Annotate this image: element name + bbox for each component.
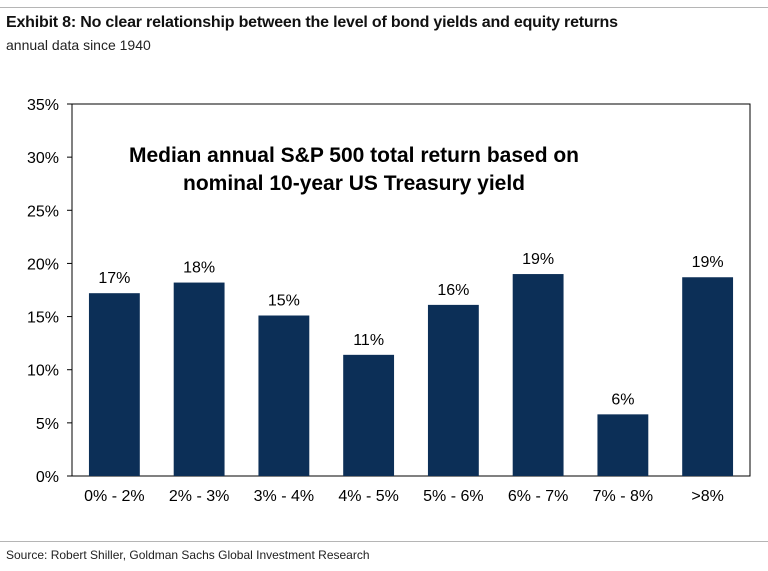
bar	[512, 274, 564, 476]
data-label: 6%	[611, 391, 634, 408]
bar	[88, 293, 140, 476]
x-tick-label: 6% - 7%	[508, 488, 568, 505]
data-labels: 17% 18% 15% 11% 16% 19% 6% 19%	[98, 251, 723, 408]
data-label: 19%	[692, 254, 724, 271]
y-tick-label: 5%	[36, 416, 59, 433]
x-tick-label: 0% - 2%	[84, 488, 144, 505]
y-tick-label: 0%	[36, 469, 59, 486]
y-tick-label: 10%	[27, 363, 59, 380]
top-rule	[0, 7, 768, 8]
bar	[597, 414, 649, 476]
bar	[343, 354, 395, 476]
x-tick-label: 3% - 4%	[254, 488, 314, 505]
y-tick-label: 35%	[27, 97, 59, 114]
chart-title-line-1: Median annual S&P 500 total return based…	[129, 144, 579, 167]
x-tick-label: 2% - 3%	[169, 488, 229, 505]
bottom-rule	[0, 541, 768, 542]
source-note: Source: Robert Shiller, Goldman Sachs Gl…	[6, 548, 370, 562]
x-tick-label: 4% - 5%	[338, 488, 398, 505]
y-tick-label: 30%	[27, 150, 59, 167]
bars	[88, 274, 734, 476]
x-tick-label: 5% - 6%	[423, 488, 483, 505]
x-tick-label: 7% - 8%	[593, 488, 653, 505]
bar	[682, 277, 734, 476]
exhibit-title: Exhibit 8: No clear relationship between…	[6, 14, 618, 31]
y-tick-label: 15%	[27, 310, 59, 327]
data-label: 18%	[183, 260, 215, 277]
y-axis: 0% 5% 10% 15% 20% 25% 30% 35%	[27, 97, 72, 486]
x-tick-label: >8%	[691, 488, 723, 505]
bar	[173, 282, 225, 476]
data-label: 16%	[437, 282, 469, 299]
data-label: 17%	[98, 270, 130, 287]
x-axis: 0% - 2% 2% - 3% 3% - 4% 4% - 5% 5% - 6% 6% - …	[84, 488, 724, 505]
plot-frame	[71, 103, 751, 477]
bar	[427, 304, 479, 476]
exhibit-subtitle: annual data since 1940	[6, 37, 151, 53]
data-label: 15%	[268, 293, 300, 310]
data-label: 11%	[353, 332, 384, 349]
bar	[258, 315, 310, 476]
chart-title-line-2: nominal 10-year US Treasury yield	[183, 172, 525, 195]
data-label: 19%	[522, 251, 554, 268]
y-tick-label: 25%	[27, 203, 59, 220]
y-tick-label: 20%	[27, 256, 59, 273]
